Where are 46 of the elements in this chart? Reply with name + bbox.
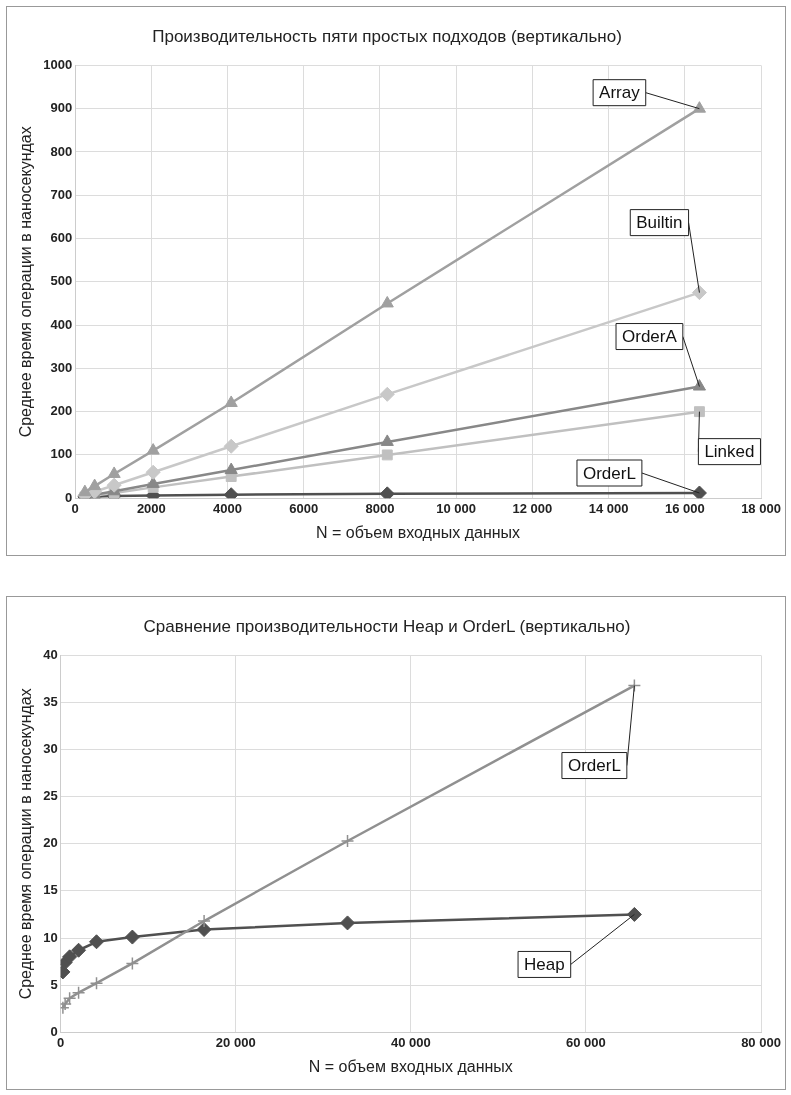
y-tick-label: 100 (50, 446, 73, 462)
text: Heap (524, 955, 565, 975)
y-tick-label: 0 (64, 489, 73, 505)
y-axis-title: Среднее время операции в наносекундах (17, 688, 35, 1000)
chart-title: Сравнение производительности Heap и OrderL (вертикально) (143, 616, 631, 636)
y-tick-label: 300 (50, 359, 73, 375)
series-label: Linked (704, 442, 755, 462)
series-label: OrderL (567, 756, 621, 776)
y-tick-label: 15 (43, 882, 58, 898)
y-tick-label: 600 (50, 230, 73, 246)
x-tick-label: 2000 (136, 500, 166, 516)
x-tick-label: 10 000 (436, 500, 477, 516)
y-tick-label: 700 (50, 186, 73, 202)
y-tick-label: 10 (43, 929, 58, 945)
series-label: OrderL (582, 463, 636, 483)
y-axis-title: Среднее время операции в наносекундах (17, 126, 35, 438)
text: Array (599, 83, 641, 103)
x-tick-label: 40 000 (390, 1034, 431, 1050)
y-tick-label: 20 (43, 835, 58, 851)
chart-title: Производительность пяти простых подходов (вертикально) (152, 26, 622, 46)
y-tick-label: 5 (50, 976, 58, 992)
y-tick-label: 800 (50, 143, 73, 159)
y-tick-label: 500 (50, 273, 73, 289)
x-tick-label: 16 000 (664, 500, 705, 516)
x-tick-label: 14 000 (588, 500, 629, 516)
y-tick-label: 900 (50, 100, 73, 116)
y-tick-label: 35 (43, 694, 58, 710)
y-tick-label: 0 (50, 1023, 58, 1039)
y-tick-label: 30 (43, 741, 58, 757)
text: OrderA (622, 327, 678, 347)
y-tick-label: 1000 (43, 56, 73, 72)
x-tick-label: 80 000 (741, 1034, 781, 1050)
x-axis-title: N = объем входных данных (308, 1057, 513, 1075)
x-tick-label: 6000 (289, 500, 319, 516)
x-tick-label: 20 000 (215, 1034, 256, 1050)
x-tick-label: 60 000 (566, 1034, 606, 1050)
x-tick-label: 4000 (213, 500, 242, 516)
y-tick-label: 400 (50, 316, 73, 332)
y-tick-label: 200 (50, 403, 73, 419)
y-tick-label: 40 (43, 646, 58, 662)
text: Builtin (636, 213, 683, 233)
y-tick-label: 25 (43, 788, 58, 804)
x-axis-title: N = объем входных данных (316, 523, 521, 541)
x-tick-label: 8000 (365, 500, 395, 516)
x-tick-label: 12 000 (512, 500, 553, 516)
x-tick-label: 18 000 (741, 500, 781, 516)
